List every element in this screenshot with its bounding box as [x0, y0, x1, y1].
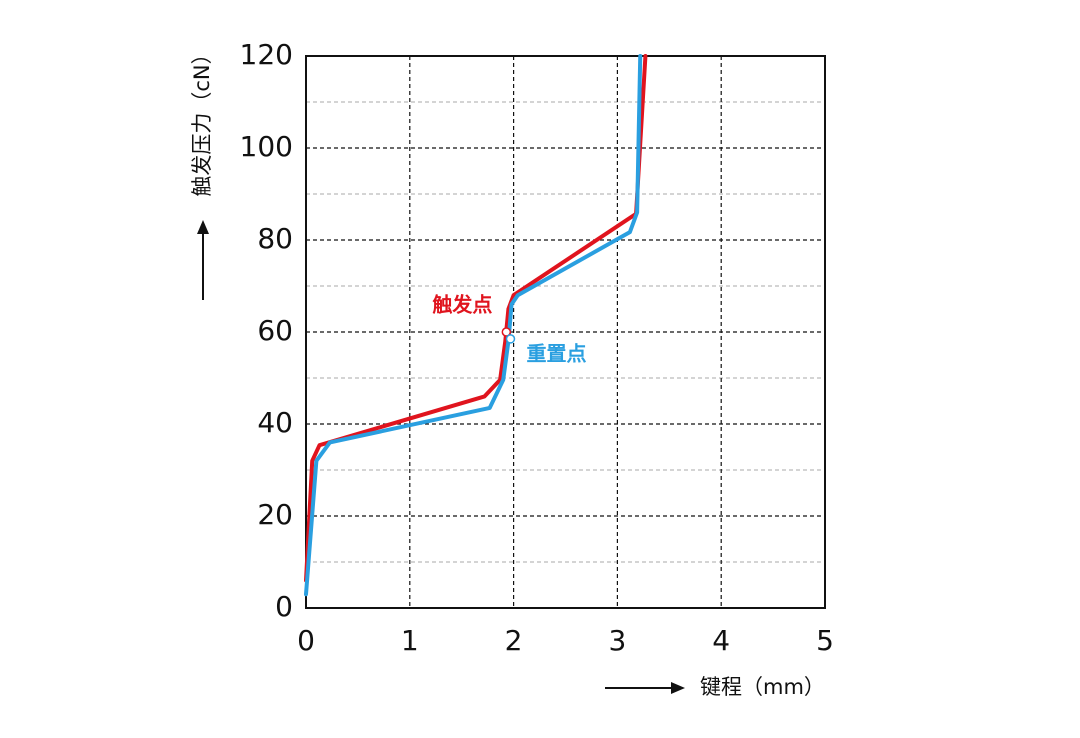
x-axis-arrow	[605, 682, 685, 694]
series-line	[304, 54, 643, 597]
y-tick-label: 80	[257, 222, 293, 255]
y-tick-label: 60	[257, 314, 293, 347]
y-tick-label: 100	[240, 130, 293, 163]
y-tick-label: 0	[275, 590, 293, 623]
x-tick-label: 3	[608, 624, 626, 657]
series-line	[304, 54, 648, 583]
x-tick-label: 4	[712, 624, 730, 657]
y-tick-label: 20	[257, 498, 293, 531]
x-tick-label: 2	[505, 624, 523, 657]
plot-frame	[305, 55, 826, 609]
annotation-point	[505, 334, 516, 344]
x-axis-title: 键程（mm）	[700, 675, 825, 699]
y-tick-label: 40	[257, 406, 293, 439]
y-axis-arrow	[197, 220, 209, 300]
x-tick-label: 5	[816, 624, 834, 657]
y-axis-title: 触发压力（cN）	[190, 43, 214, 196]
annotation-label: 触发点	[432, 293, 492, 317]
y-tick-label: 120	[240, 38, 293, 71]
x-tick-label: 1	[401, 624, 419, 657]
x-tick-label: 0	[297, 624, 315, 657]
annotation-point	[501, 327, 512, 337]
annotation-label: 重置点	[526, 341, 586, 365]
